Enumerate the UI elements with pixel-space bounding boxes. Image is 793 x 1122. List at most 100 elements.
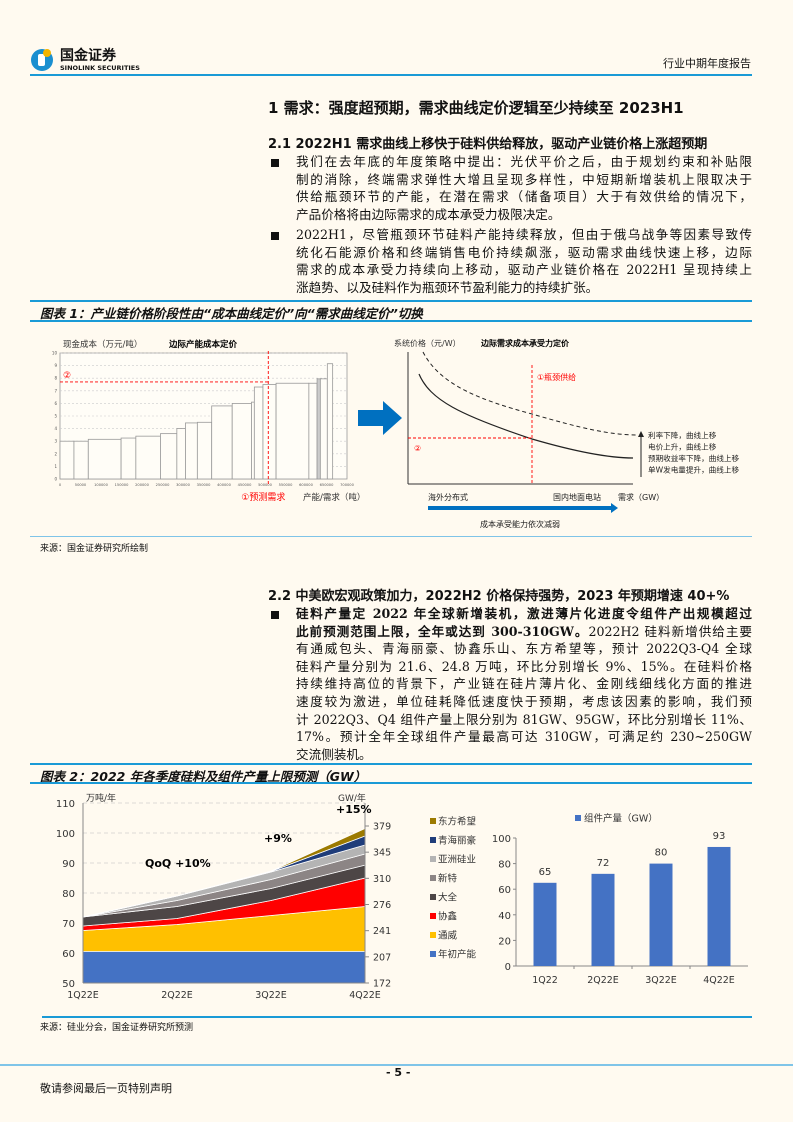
legend-swatch: [430, 818, 436, 824]
cost-step-bar: [59, 440, 75, 480]
text-bold: 此前预测范围上限，全年或达到 300-310GW。: [296, 623, 589, 639]
paragraph: 硅料产量定 2022 年全球新增装机，激进薄片化进度令组件产出规模超过 此前预测…: [296, 605, 752, 763]
x-tick-label: 50000: [75, 483, 87, 487]
cost-step-bar: [231, 402, 252, 480]
price-marker: ②: [63, 371, 71, 381]
x-tick-label: 550000: [279, 483, 293, 487]
area-series-6: [82, 835, 366, 918]
text-line: 需求的成本承受力持续向上移动，驱动产业链价格在 2022H1 呈现持续上: [296, 262, 752, 278]
chart-title: 边际产能成本定价: [168, 339, 238, 350]
y-tick-label: 8: [54, 376, 57, 381]
y-tick-label: 80: [62, 889, 75, 900]
y-tick-label: 10: [52, 351, 58, 356]
paragraph: 2022H1，尽管瓶颈环节硅料产能持续释放，但由于俄乌战争等因素导致传 统化石能…: [296, 226, 752, 296]
cost-step-bar: [251, 401, 255, 480]
legend-label: 青海丽豪: [438, 835, 476, 847]
data-label: 65: [539, 867, 552, 878]
y-axis-title: 现金成本（万元/吨）: [63, 339, 142, 350]
text-line: 产品价格将由边际需求的成本承受力极限决定。: [296, 206, 561, 222]
cost-step-bar: [211, 405, 233, 480]
legend-label: 大全: [438, 892, 458, 904]
x-tick-label: 1Q22E: [67, 990, 99, 1001]
y-tick-label: 110: [56, 799, 75, 810]
bar: [707, 846, 731, 966]
text-line: 硅料产量分别为 21.6、24.8 万吨，环比分别增长 9%、15%。在硅料价格: [296, 658, 752, 674]
y-tick-label: 20: [498, 936, 511, 947]
figure-caption: 图表 1：产业链价格阶段性由“成本曲线定价”向“需求曲线定价”切换: [40, 306, 423, 321]
logo-name-cn: 国金证券: [60, 48, 116, 64]
figure-divider: [30, 763, 752, 765]
y-tick-label: 7: [54, 388, 57, 393]
cost-step-bar: [176, 428, 186, 480]
annotation: QoQ +10%: [145, 857, 211, 870]
disclaimer: 敬请参阅最后一页特别声明: [40, 1082, 172, 1095]
y-right-tick-label: 345: [373, 848, 391, 859]
cost-step-bar: [275, 382, 310, 480]
cost-step-bar: [253, 386, 264, 480]
legend-swatch: [430, 875, 436, 881]
y-tick-label: 50: [62, 979, 75, 990]
area-series-4: [82, 853, 366, 918]
legend-swatch: [430, 932, 436, 938]
cost-step-bar: [73, 440, 89, 480]
x-tick-label: 300000: [176, 483, 190, 487]
annotation: +9%: [264, 832, 292, 845]
report-type: 行业中期年度报告: [663, 57, 751, 70]
cost-step-bar: [316, 378, 321, 480]
logo: 国金证券 SINOLINK SECURITIES: [30, 44, 145, 76]
cost-step-bar: [262, 384, 277, 480]
text-line: 持续维持高位的背景下，产业链在硅片薄片化、金刚线细线化方面的推进: [296, 676, 752, 692]
bar: [649, 863, 673, 966]
legend-label: 亚洲硅业: [438, 854, 476, 866]
shift-note: 利率下降，曲线上移: [648, 430, 717, 440]
annotation: +15%: [336, 803, 372, 816]
text-line: 2022H1，尽管瓶颈环节硅料产能持续释放，但由于俄乌战争等因素导致传: [296, 227, 752, 242]
y-tick-label: 0: [54, 477, 57, 482]
cost-step-bar: [135, 435, 161, 480]
demand-label: ①预测需求: [241, 491, 285, 503]
text-line: 17%。预计全年全球组件产量最高可达 310GW，可满足约 230~250GW: [296, 729, 752, 745]
y-tick-label: 0: [505, 962, 511, 973]
legend-swatch: [430, 951, 436, 957]
logo-name-en: SINOLINK SECURITIES: [60, 64, 140, 72]
legend-swatch: [575, 815, 581, 821]
y-tick-label: 1: [54, 464, 57, 469]
x-tick-label: 650000: [320, 483, 334, 487]
figure-caption: 图表 2：2022 年各季度硅料及组件产量上限预测（GW）: [40, 769, 367, 784]
arrow-right-icon: [611, 503, 618, 513]
y-axis-title: 万吨/年: [86, 792, 116, 804]
y-axis-title-right: GW/年: [338, 792, 366, 804]
data-label: 72: [597, 858, 610, 869]
x-tick-label: 4Q22E: [349, 990, 381, 1001]
x-tick-label: 700000: [340, 483, 354, 487]
x-tick-label: 1Q22: [532, 975, 558, 986]
area-series-1: [82, 906, 366, 952]
bar: [533, 882, 557, 966]
legend-label: 新特: [438, 873, 458, 885]
y-tick-label: 2: [54, 451, 57, 456]
bar: [591, 873, 615, 966]
y-right-tick-label: 241: [373, 926, 391, 937]
x-axis-title: 需求（GW）: [618, 492, 664, 502]
area-series-3: [82, 864, 366, 927]
y-tick-label: 4: [54, 426, 57, 431]
x-tick-label: 3Q22E: [255, 990, 287, 1001]
legend-label: 组件产量（GW）: [584, 813, 658, 825]
x-tick-label: 600000: [299, 483, 313, 487]
y-right-tick-label: 379: [373, 822, 391, 833]
text-line: 涨趋势、以及硅料作为瓶颈环节盈利能力的持续扩张。: [296, 279, 599, 295]
x-tick-label: 350000: [197, 483, 211, 487]
area-series-7: [82, 827, 366, 918]
bullet-icon: [271, 159, 279, 167]
header-divider: [30, 74, 752, 76]
y-tick-label: 5: [54, 414, 57, 419]
y-tick-label: 3: [54, 439, 57, 444]
cost-step-bar: [326, 363, 334, 480]
text-line-bold: 硅料产量定 2022 年全球新增装机，激进薄片化进度令组件产出规模超过: [296, 606, 752, 621]
legend-swatch: [430, 856, 436, 862]
footer-divider: [0, 1064, 793, 1066]
section-title: 1 需求：强度超预期，需求曲线定价逻辑至少持续至 2023H1: [268, 99, 684, 117]
x-tick-label: 250000: [156, 483, 170, 487]
text-normal: 2022H2 硅料新增供给主要: [588, 623, 752, 639]
legend-swatch: [430, 837, 436, 843]
